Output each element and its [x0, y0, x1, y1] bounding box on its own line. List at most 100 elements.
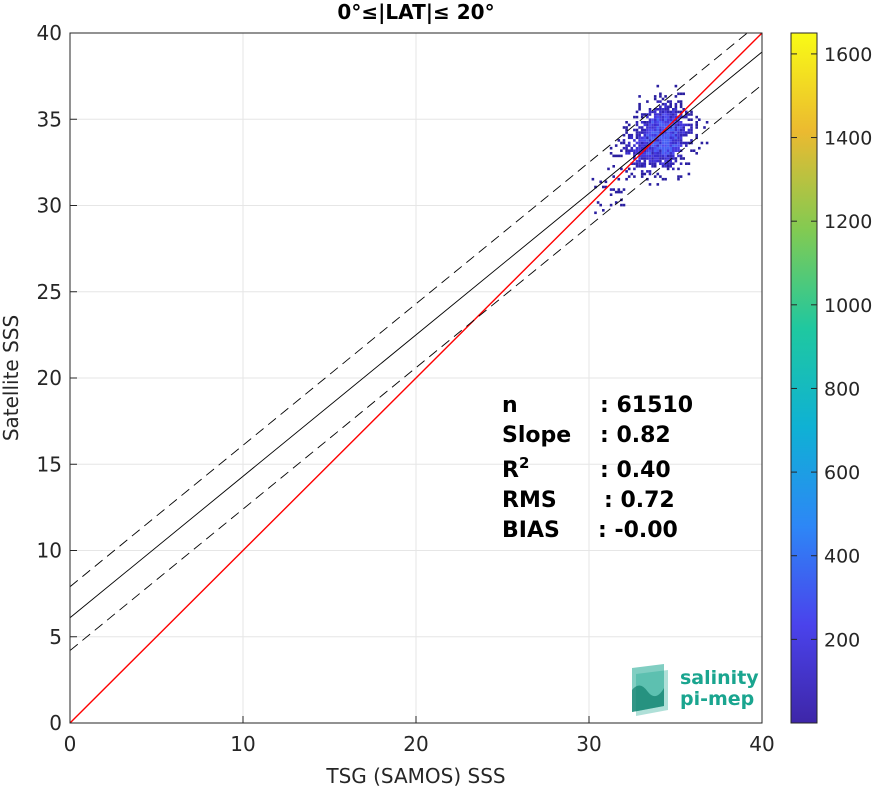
- density-cell: [661, 102, 665, 106]
- density-cell: [677, 144, 680, 147]
- density-cell: [690, 113, 693, 116]
- density-cell: [651, 136, 654, 140]
- density-cell: [651, 131, 654, 134]
- x-axis-label: TSG (SAMOS) SSS: [325, 764, 505, 788]
- density-cell: [630, 146, 634, 150]
- density-cell: [651, 118, 654, 121]
- density-cell: [651, 139, 654, 142]
- density-cell: [640, 170, 644, 173]
- density-cell: [635, 162, 639, 165]
- density-cell: [664, 131, 667, 134]
- density-cell: [661, 113, 665, 116]
- stat-label: n: [502, 393, 518, 418]
- density-cell: [646, 121, 649, 124]
- density-cell: [622, 139, 626, 142]
- density-cell: [661, 121, 665, 124]
- density-cell: [682, 126, 685, 129]
- density-cell: [653, 118, 657, 121]
- density-cell: [638, 144, 641, 147]
- density-cell: [669, 121, 672, 124]
- density-cell: [625, 121, 628, 124]
- density-cell: [646, 139, 649, 142]
- density-cell: [635, 121, 639, 124]
- density-cell: [682, 92, 685, 96]
- density-cell: [659, 113, 662, 116]
- density-cell: [672, 108, 675, 111]
- density-cell: [648, 110, 652, 114]
- density-cell: [661, 115, 665, 119]
- density-cell: [679, 121, 683, 124]
- density-cell: [643, 172, 647, 176]
- density-cell: [687, 118, 691, 121]
- density-cell: [661, 108, 665, 111]
- density-cell: [640, 172, 644, 176]
- density-cell: [609, 152, 613, 155]
- density-cell: [659, 118, 662, 121]
- density-cell: [653, 136, 657, 140]
- density-cell: [682, 131, 685, 134]
- density-cell: [674, 128, 678, 132]
- density-cell: [646, 100, 649, 103]
- density-cell: [687, 141, 691, 145]
- density-cell: [622, 126, 626, 129]
- density-cell: [653, 146, 657, 150]
- density-cell: [640, 113, 644, 116]
- density-cell: [659, 162, 662, 165]
- density-cell: [679, 105, 683, 109]
- density-cell: [625, 177, 628, 181]
- density-cell: [656, 115, 660, 119]
- y-axis-label: Satellite SSS: [0, 315, 23, 441]
- density-cell: [643, 162, 647, 165]
- density-cell: [666, 110, 670, 114]
- density-cell: [672, 149, 675, 152]
- density-cell: [640, 128, 644, 132]
- density-cell: [659, 144, 662, 147]
- density-cell: [661, 177, 665, 181]
- density-cell: [594, 185, 597, 189]
- density-cell: [685, 123, 688, 127]
- density-cell: [653, 121, 657, 124]
- density-cell: [625, 152, 628, 155]
- density-cell: [640, 175, 644, 178]
- density-cell: [625, 149, 628, 152]
- density-cell: [666, 154, 670, 158]
- density-cell: [677, 126, 680, 129]
- density-cell: [614, 144, 618, 147]
- density-cell: [630, 172, 634, 176]
- density-cell: [690, 149, 693, 152]
- density-cell: [635, 136, 639, 140]
- density-cell: [669, 100, 672, 103]
- density-cell: [656, 123, 660, 127]
- density-cell: [687, 131, 691, 134]
- x-axis-ticks: 0 10 20 30 40: [64, 716, 775, 756]
- density-cell: [656, 139, 660, 142]
- density-cell: [664, 144, 667, 147]
- density-cell: [635, 115, 639, 119]
- density-cell: [640, 149, 644, 152]
- density-cell: [672, 136, 675, 140]
- density-cell: [682, 133, 685, 137]
- density-cell: [609, 188, 613, 191]
- stat-value: : 0.40: [600, 458, 671, 483]
- density-cell: [669, 141, 672, 145]
- density-cell: [594, 211, 597, 215]
- density-cell: [687, 113, 691, 116]
- density-cell: [661, 165, 665, 168]
- density-cell: [672, 128, 675, 132]
- density-cell: [635, 110, 639, 114]
- density-cell: [674, 95, 678, 98]
- density-cell: [672, 162, 675, 165]
- density-cell: [669, 152, 672, 155]
- density-cell: [638, 95, 641, 98]
- density-cell: [656, 144, 660, 147]
- density-cell: [651, 149, 654, 152]
- density-cell: [648, 154, 652, 158]
- density-cell: [659, 139, 662, 142]
- density-cell: [674, 139, 678, 142]
- x-tick-label: 40: [749, 732, 774, 756]
- line-one-to-one: [69, 32, 763, 724]
- density-cell: [685, 115, 688, 119]
- density-cell: [664, 141, 667, 145]
- density-cell: [690, 123, 693, 127]
- density-cell: [682, 141, 685, 145]
